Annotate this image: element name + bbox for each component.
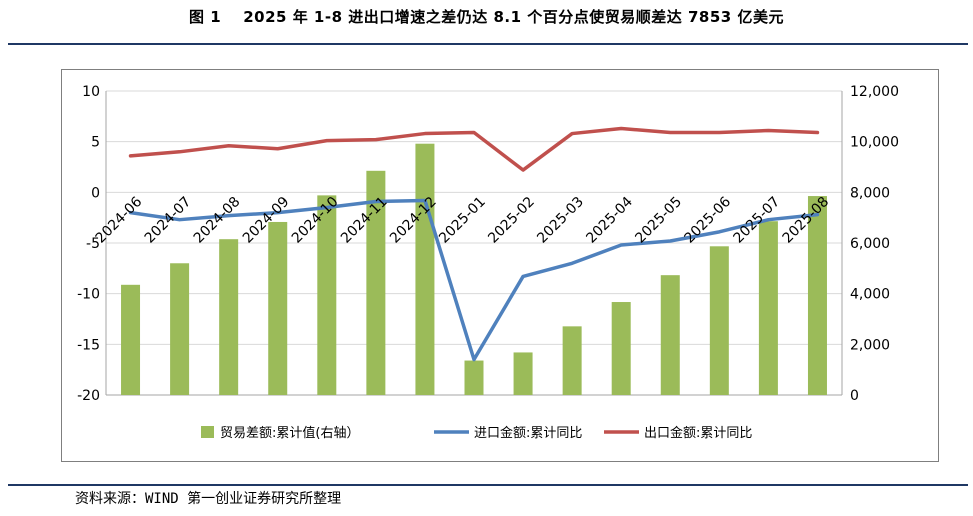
bottom-rule — [8, 484, 968, 486]
left-axis-tick-label: -10 — [77, 287, 100, 303]
left-axis-tick-label: -20 — [77, 388, 100, 404]
top-rule — [8, 43, 968, 45]
x-axis-tick-label: 2025-01 — [436, 194, 489, 247]
x-axis-tick-label: 2025-03 — [534, 194, 587, 247]
right-axis-tick-label: 4,000 — [850, 287, 890, 303]
bar — [317, 195, 337, 395]
bar — [219, 239, 239, 395]
right-axis-tick-label: 0 — [850, 388, 859, 404]
bar — [807, 196, 827, 395]
bar — [415, 143, 435, 395]
chart-frame — [61, 69, 939, 462]
right-axis-tick-label: 2,000 — [850, 337, 890, 353]
bar — [513, 352, 533, 395]
legend-label-import: 进口金额:累计同比 — [474, 425, 582, 441]
legend-label-trade-balance: 贸易差额:累计值(右轴） — [220, 425, 359, 441]
figure-label: 图 1 — [189, 8, 222, 26]
bar — [660, 275, 680, 395]
import-line — [128, 198, 820, 362]
legend-label-export: 出口金额:累计同比 — [644, 425, 752, 441]
left-axis-tick-label: 10 — [82, 84, 100, 100]
bar — [170, 263, 190, 395]
right-axis-tick-label: 10,000 — [850, 135, 899, 151]
legend-swatch-bar — [201, 426, 214, 438]
source-note: 资料来源：WIND 第一创业证券研究所整理 — [75, 491, 342, 507]
right-axis-tick-label: 6,000 — [850, 236, 890, 252]
right-axis-tick-label: 8,000 — [850, 185, 890, 201]
x-axis-tick-label: 2025-04 — [583, 194, 636, 247]
left-axis-tick-label: -15 — [77, 337, 100, 353]
bar — [366, 170, 386, 395]
bar — [611, 302, 631, 395]
left-axis-tick-label: 0 — [91, 185, 100, 201]
bar — [709, 246, 729, 395]
x-axis-tick-label: 2025-02 — [485, 194, 538, 247]
x-axis-tick-label: 2024-06 — [93, 194, 146, 247]
bar — [562, 326, 582, 395]
x-axis-tick-label: 2025-06 — [681, 194, 734, 247]
left-axis-tick-label: -5 — [86, 236, 100, 252]
export-line — [128, 126, 820, 172]
bar — [464, 360, 484, 395]
chart-title: 图 1 2025 年 1-8 进出口增速之差仍达 8.1 个百分点使贸易顺差达 7… — [0, 6, 973, 27]
bar — [268, 221, 288, 395]
bar — [758, 221, 778, 395]
x-axis-tick-label: 2024-08 — [191, 194, 244, 247]
bar — [121, 284, 141, 395]
figure-title: 2025 年 1-8 进出口增速之差仍达 8.1 个百分点使贸易顺差达 7853… — [243, 8, 784, 26]
left-axis-tick-label: 5 — [91, 135, 100, 151]
right-axis-tick-label: 12,000 — [850, 84, 899, 100]
